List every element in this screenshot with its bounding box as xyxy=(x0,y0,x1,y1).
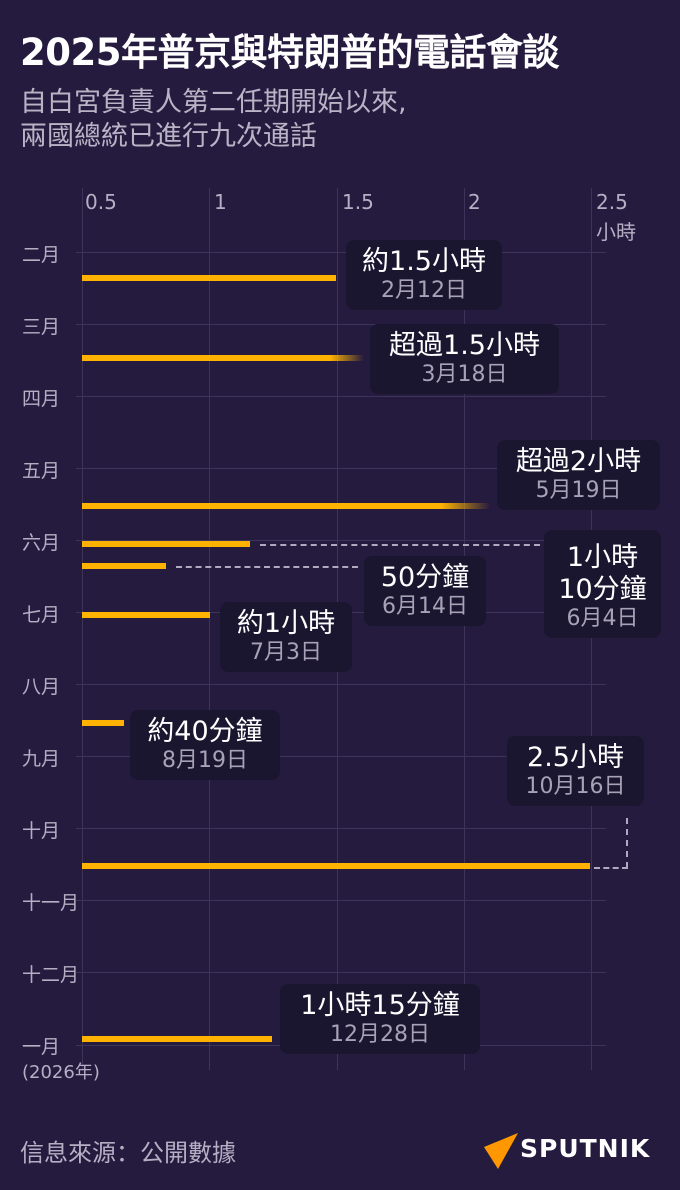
label-duration: 2.5小時 xyxy=(527,742,624,773)
y-tick-sep: 九月 xyxy=(22,748,61,770)
y-gridline xyxy=(76,684,606,685)
connector-jun-04 xyxy=(260,544,540,546)
label-feb-12: 約1.5小時 2月12日 xyxy=(346,240,502,310)
x-tick: 1 xyxy=(214,190,227,214)
label-date: 10月16日 xyxy=(525,774,626,799)
y-tick-jan: 一月 xyxy=(22,1036,61,1058)
y-gridline xyxy=(76,324,606,325)
label-duration-line-2: 10分鐘 xyxy=(558,574,647,605)
label-date: 6月4日 xyxy=(566,606,639,631)
label-duration: 超過2小時 xyxy=(515,446,642,477)
y-tick-nov: 十一月 xyxy=(22,892,80,914)
x-gridline xyxy=(464,188,465,1070)
y-gridline xyxy=(76,468,606,469)
connector-oct-16-v xyxy=(626,818,628,868)
y-gridline xyxy=(76,396,606,397)
bar-jul-03 xyxy=(82,612,210,618)
bar-mar-18 xyxy=(82,355,364,361)
y-tick-jul: 七月 xyxy=(22,604,61,626)
label-dec-28: 1小時15分鐘 12月28日 xyxy=(280,984,480,1054)
label-duration: 50分鐘 xyxy=(380,562,470,593)
x-tick: 0.5 xyxy=(85,190,117,214)
bar-feb-12 xyxy=(82,275,336,281)
label-duration: 1小時15分鐘 xyxy=(300,990,460,1021)
label-duration: 約40分鐘 xyxy=(147,716,263,747)
y-tick-apr: 四月 xyxy=(22,388,61,410)
label-date: 8月19日 xyxy=(162,748,248,773)
label-date: 2月12日 xyxy=(381,278,467,303)
connector-oct-16-h xyxy=(594,867,628,869)
label-jul-03: 約1小時 7月3日 xyxy=(220,602,352,672)
y-tick-mar: 三月 xyxy=(22,316,61,338)
page-subtitle: 自白宮負責人第二任期開始以來, 兩國總統已進行九次通話 xyxy=(20,86,407,154)
y-tick-dec: 十二月 xyxy=(22,964,80,986)
label-date: 12月28日 xyxy=(330,1022,430,1047)
y-tick-aug: 八月 xyxy=(22,676,61,698)
label-date: 3月18日 xyxy=(421,362,508,387)
sputnik-triangle-icon xyxy=(484,1133,518,1169)
y-tick-year-note: (2026年) xyxy=(22,1062,100,1083)
label-date: 5月19日 xyxy=(535,478,622,503)
y-tick-may: 五月 xyxy=(22,460,61,482)
x-tick: 2.5 xyxy=(596,190,628,214)
label-jun-04: 1小時 10分鐘 6月4日 xyxy=(544,530,661,638)
label-may-19: 超過2小時 5月19日 xyxy=(497,440,660,510)
bar-may-19 xyxy=(82,503,490,509)
x-axis-unit: 小時 xyxy=(596,220,636,244)
label-date: 6月14日 xyxy=(382,594,468,619)
connector-jun-14 xyxy=(176,566,358,568)
data-source: 信息來源：公開數據 xyxy=(20,1139,236,1167)
x-tick: 1.5 xyxy=(342,190,374,214)
x-tick: 2 xyxy=(468,190,481,214)
y-gridline xyxy=(76,756,606,757)
bar-oct-16 xyxy=(82,863,590,869)
label-duration: 約1.5小時 xyxy=(362,246,486,277)
bar-jun-14 xyxy=(82,563,166,569)
label-aug-19: 約40分鐘 8月19日 xyxy=(130,710,280,780)
label-mar-18: 超過1.5小時 3月18日 xyxy=(370,324,559,394)
subtitle-line-1: 自白宮負責人第二任期開始以來, xyxy=(20,87,407,118)
bar-jun-04 xyxy=(82,541,250,547)
y-gridline xyxy=(76,828,606,829)
label-duration: 超過1.5小時 xyxy=(389,330,540,361)
label-duration-line-1: 1小時 xyxy=(566,542,639,573)
y-tick-feb: 二月 xyxy=(22,244,61,266)
label-jun-14: 50分鐘 6月14日 xyxy=(364,556,486,626)
y-gridline xyxy=(76,540,606,541)
label-date: 7月3日 xyxy=(250,640,322,665)
x-gridline xyxy=(82,188,83,1070)
label-oct-16: 2.5小時 10月16日 xyxy=(507,736,644,806)
y-tick-oct: 十月 xyxy=(22,820,61,842)
y-tick-jun: 六月 xyxy=(22,532,61,554)
label-duration: 約1小時 xyxy=(236,608,336,639)
page-title: 2025年普京與特朗普的電話會談 xyxy=(20,31,559,74)
y-gridline xyxy=(76,900,606,901)
x-gridline xyxy=(209,188,210,1070)
sputnik-logo: SPUTNIK xyxy=(484,1131,664,1171)
logo-text: SPUTNIK xyxy=(520,1134,651,1163)
subtitle-line-2: 兩國總統已進行九次通話 xyxy=(20,121,317,152)
y-gridline xyxy=(76,252,606,253)
y-gridline xyxy=(76,972,606,973)
bar-dec-28 xyxy=(82,1036,272,1042)
bar-aug-19 xyxy=(82,720,124,726)
